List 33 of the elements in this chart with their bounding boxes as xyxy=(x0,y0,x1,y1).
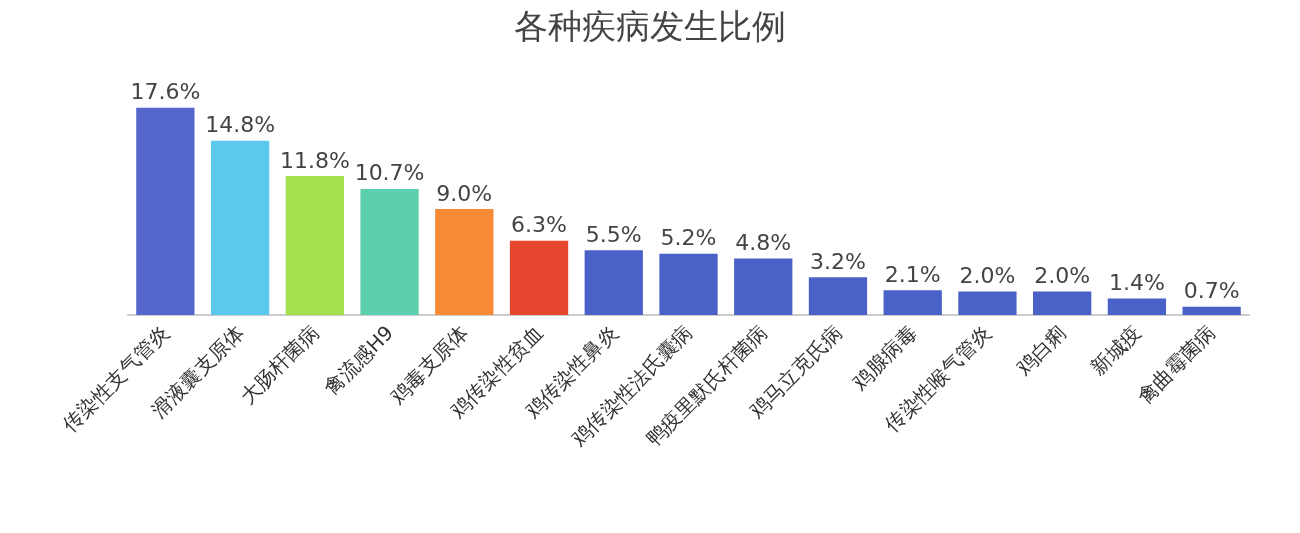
bar xyxy=(1033,291,1092,315)
data-label: 6.3% xyxy=(511,212,567,238)
x-tick-label: 鸡白痢 xyxy=(1010,320,1071,381)
x-tick-label: 新城疫 xyxy=(1085,320,1146,380)
data-label: 1.4% xyxy=(1108,270,1165,296)
data-label: 2.0% xyxy=(1034,262,1091,288)
bar xyxy=(1182,306,1241,315)
bar xyxy=(883,290,942,315)
data-label: 3.2% xyxy=(810,248,866,274)
data-label: 0.7% xyxy=(1183,278,1240,304)
bar xyxy=(659,253,718,315)
data-label: 9.0% xyxy=(436,180,493,206)
bar xyxy=(509,240,569,315)
bar xyxy=(285,176,344,315)
bar xyxy=(435,209,494,315)
bar xyxy=(210,140,270,315)
bar xyxy=(136,107,195,315)
data-label: 17.6% xyxy=(130,79,201,105)
bar xyxy=(360,188,419,315)
data-label: 10.7% xyxy=(354,160,425,186)
data-label: 11.8% xyxy=(279,147,350,173)
data-label: 2.0% xyxy=(959,262,1016,288)
data-label: 14.8% xyxy=(205,112,276,138)
bar xyxy=(584,250,643,315)
data-label: 5.2% xyxy=(660,225,717,251)
bar xyxy=(1107,298,1167,315)
bar xyxy=(734,258,793,315)
bar xyxy=(808,277,868,315)
data-label: 4.8% xyxy=(735,229,792,255)
data-label: 2.1% xyxy=(884,261,941,287)
bar xyxy=(958,291,1017,315)
chart-title: 各种疾病发生比例 xyxy=(514,6,786,46)
data-label: 5.5% xyxy=(585,221,642,247)
